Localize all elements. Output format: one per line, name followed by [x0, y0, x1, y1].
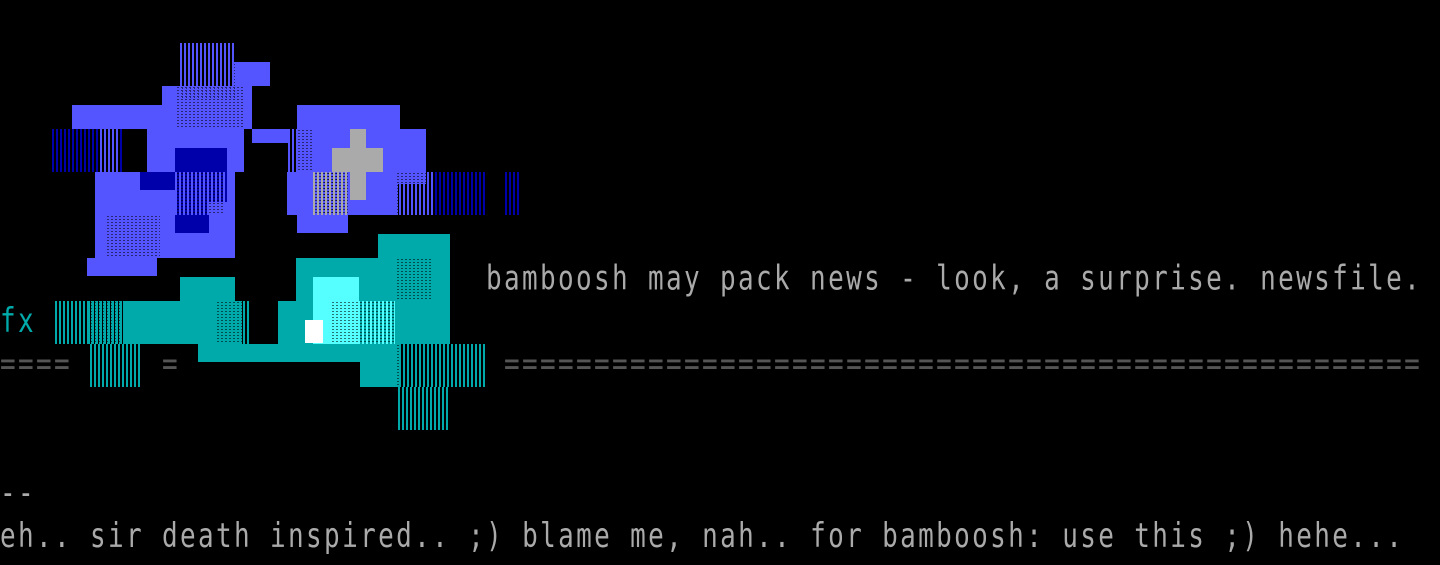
divider-right: ========================================…	[504, 345, 1423, 385]
art-shade-block	[288, 129, 313, 172]
art-shade-block	[435, 172, 487, 215]
footer-dashes: --	[0, 474, 37, 514]
art-shade-block	[90, 344, 140, 387]
art-shade-block	[215, 301, 250, 344]
art-shade-block	[175, 172, 225, 215]
art-shade-block	[395, 258, 431, 301]
art-shade-block	[105, 215, 160, 258]
art-block	[72, 105, 162, 129]
divider-left: ====	[0, 345, 73, 385]
art-shade-block	[505, 172, 520, 215]
footer-text: eh.. sir death inspired.. ;) blame me, n…	[0, 517, 1405, 557]
art-shade-block	[330, 301, 395, 344]
art-block	[180, 277, 235, 302]
artist-signature: fx	[0, 302, 37, 342]
art-block	[350, 129, 366, 200]
header-text: bamboosh may pack news - look, a surpris…	[486, 259, 1423, 299]
art-shade-block	[88, 301, 123, 344]
art-block	[234, 62, 270, 86]
art-shade-block	[313, 172, 348, 215]
art-block	[87, 258, 157, 276]
divider-middle: =	[162, 345, 181, 385]
art-block	[278, 301, 298, 344]
art-shade-block	[100, 129, 120, 172]
art-shade-block	[175, 86, 245, 129]
art-block	[252, 129, 288, 143]
art-block	[140, 172, 175, 190]
art-block	[305, 320, 323, 343]
art-shade-block	[395, 172, 435, 215]
art-block	[175, 148, 227, 172]
art-block	[297, 215, 348, 233]
art-block	[297, 105, 400, 129]
art-shade-block	[395, 344, 485, 387]
art-block	[360, 344, 400, 387]
art-shade-block	[398, 387, 448, 430]
art-block	[198, 344, 360, 362]
